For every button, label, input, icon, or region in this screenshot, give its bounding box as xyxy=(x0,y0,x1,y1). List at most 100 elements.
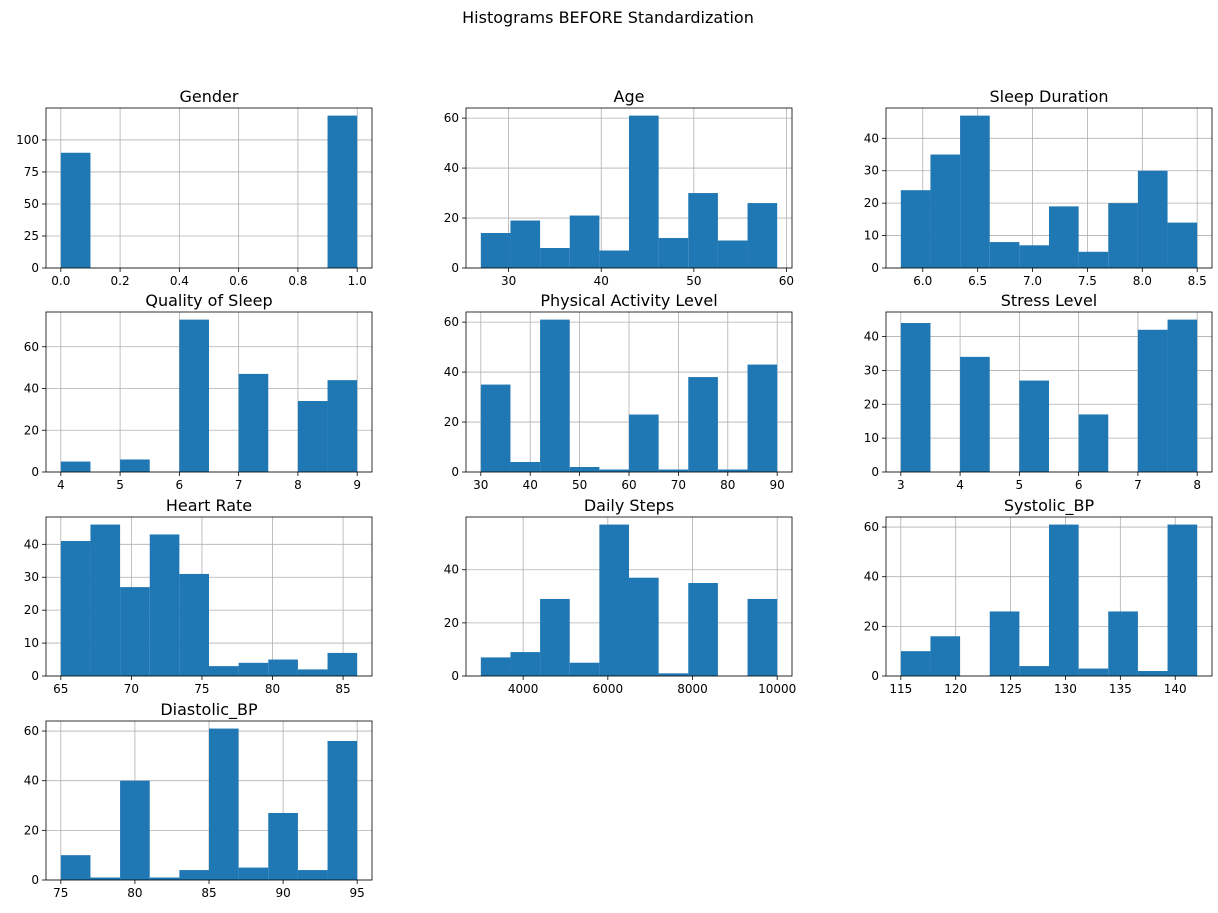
histogram-bar xyxy=(179,573,209,676)
histogram-bar xyxy=(480,657,511,676)
x-tick-label: 85 xyxy=(335,682,350,696)
x-tick-label: 125 xyxy=(999,682,1022,696)
histogram-bar xyxy=(510,462,541,472)
histogram-bar xyxy=(510,652,541,676)
y-tick-label: 0 xyxy=(31,261,39,275)
histogram-bar xyxy=(297,401,328,472)
x-tick-label: 80 xyxy=(127,886,142,900)
histogram-bar xyxy=(629,414,659,472)
x-tick-label: 9 xyxy=(353,478,361,492)
histogram-bar xyxy=(60,855,91,880)
x-tick-label: 8000 xyxy=(677,682,708,696)
x-tick-label: 7 xyxy=(235,478,243,492)
x-tick-label: 4 xyxy=(57,478,65,492)
x-tick-label: 5 xyxy=(1016,478,1024,492)
x-tick-label: 0.4 xyxy=(170,274,189,288)
histogram-bar xyxy=(1078,668,1109,676)
histogram-bar xyxy=(930,154,961,268)
panel-title-diastolic-bp: Diastolic_BP xyxy=(160,700,258,720)
histogram-bar xyxy=(629,115,659,268)
histogram-bar xyxy=(120,780,150,880)
x-tick-label: 0.8 xyxy=(288,274,307,288)
histogram-bar xyxy=(268,659,298,676)
x-tick-label: 85 xyxy=(201,886,216,900)
x-tick-label: 8.0 xyxy=(1133,274,1152,288)
histogram-bar xyxy=(149,534,180,676)
histogram-bar xyxy=(327,740,358,880)
histogram-bar xyxy=(717,469,748,472)
histogram-bar xyxy=(480,384,511,472)
subplot-diastolic-bp: 75 80 85 90 95 0 20 40 60 Diastolic_BP xyxy=(24,700,373,900)
y-tick-label: 0 xyxy=(31,873,39,887)
histogram-bar xyxy=(327,115,358,268)
histogram-bar xyxy=(960,115,990,268)
x-tick-label: 65 xyxy=(53,682,68,696)
axes-frame xyxy=(45,516,373,677)
axes-frame xyxy=(45,107,373,269)
histogram-bar xyxy=(1078,251,1109,268)
histogram-bar xyxy=(179,870,209,880)
y-tick-label: 0 xyxy=(871,465,879,479)
panel-title-systolic-bp: Systolic_BP xyxy=(1004,496,1095,516)
x-tick-label: 6.0 xyxy=(913,274,932,288)
histogram-bar xyxy=(1167,222,1198,268)
histogram-bar xyxy=(717,240,748,268)
x-tick-label: 8 xyxy=(1193,478,1201,492)
y-tick-label: 40 xyxy=(444,563,459,577)
x-tick-label: 40 xyxy=(523,478,538,492)
histogram-bar xyxy=(658,238,689,268)
histogram-bar xyxy=(149,877,180,880)
x-tick-label: 75 xyxy=(194,682,209,696)
x-tick-label: 6 xyxy=(1075,478,1083,492)
y-tick-label: 0 xyxy=(451,465,459,479)
x-tick-label: 70 xyxy=(124,682,139,696)
histogram-bar xyxy=(1019,380,1049,472)
histogram-bar xyxy=(599,250,629,268)
y-tick-label: 0 xyxy=(451,261,459,275)
x-tick-label: 1.0 xyxy=(348,274,367,288)
axes-frame xyxy=(45,311,373,473)
x-tick-label: 8 xyxy=(294,478,302,492)
axes-frame xyxy=(885,311,1213,473)
histogram-bar xyxy=(120,587,150,676)
y-tick-label: 75 xyxy=(24,165,39,179)
x-tick-label: 70 xyxy=(671,478,686,492)
histogram-bar xyxy=(1019,245,1049,268)
subplot-stress-level: 3 4 5 6 7 8 0 10 20 30 40 Stress Level xyxy=(864,291,1213,492)
histogram-bar xyxy=(209,728,239,880)
panel-title-sleep-duration: Sleep Duration xyxy=(989,87,1108,106)
panel-title-daily-steps: Daily Steps xyxy=(584,496,674,515)
y-tick-label: 30 xyxy=(864,363,879,377)
x-tick-label: 30 xyxy=(501,274,516,288)
histogram-bar xyxy=(120,459,150,472)
x-tick-label: 30 xyxy=(473,478,488,492)
y-tick-label: 50 xyxy=(24,197,39,211)
histogram-bar xyxy=(900,651,931,676)
x-tick-label: 95 xyxy=(350,886,365,900)
subplot-systolic-bp: 115 120 125 130 135 140 0 20 40 60 Systolic_BP xyxy=(864,496,1213,696)
panel-title-heart-rate: Heart Rate xyxy=(166,496,252,515)
x-tick-label: 7.0 xyxy=(1023,274,1042,288)
x-tick-label: 10000 xyxy=(758,682,796,696)
x-tick-label: 6.5 xyxy=(968,274,987,288)
histogram-bar xyxy=(569,662,600,676)
y-tick-label: 40 xyxy=(444,365,459,379)
x-tick-label: 140 xyxy=(1164,682,1187,696)
y-tick-label: 60 xyxy=(444,111,459,125)
histogram-bar xyxy=(1167,524,1198,676)
x-tick-label: 4000 xyxy=(508,682,539,696)
histogram-bar xyxy=(60,461,91,472)
histogram-bar xyxy=(510,220,541,268)
y-tick-label: 20 xyxy=(864,619,879,633)
histogram-bar xyxy=(688,583,718,676)
y-tick-label: 0 xyxy=(871,261,879,275)
x-tick-label: 130 xyxy=(1054,682,1077,696)
y-tick-label: 100 xyxy=(16,133,39,147)
subplot-daily-steps: 4000 6000 8000 10000 0 20 40 Daily Steps xyxy=(444,496,797,696)
y-tick-label: 40 xyxy=(24,382,39,396)
panel-title-gender: Gender xyxy=(180,87,239,106)
panel-title-quality-of-sleep: Quality of Sleep xyxy=(145,291,272,310)
histogram-bar xyxy=(599,524,629,676)
histogram-bar xyxy=(688,377,718,472)
